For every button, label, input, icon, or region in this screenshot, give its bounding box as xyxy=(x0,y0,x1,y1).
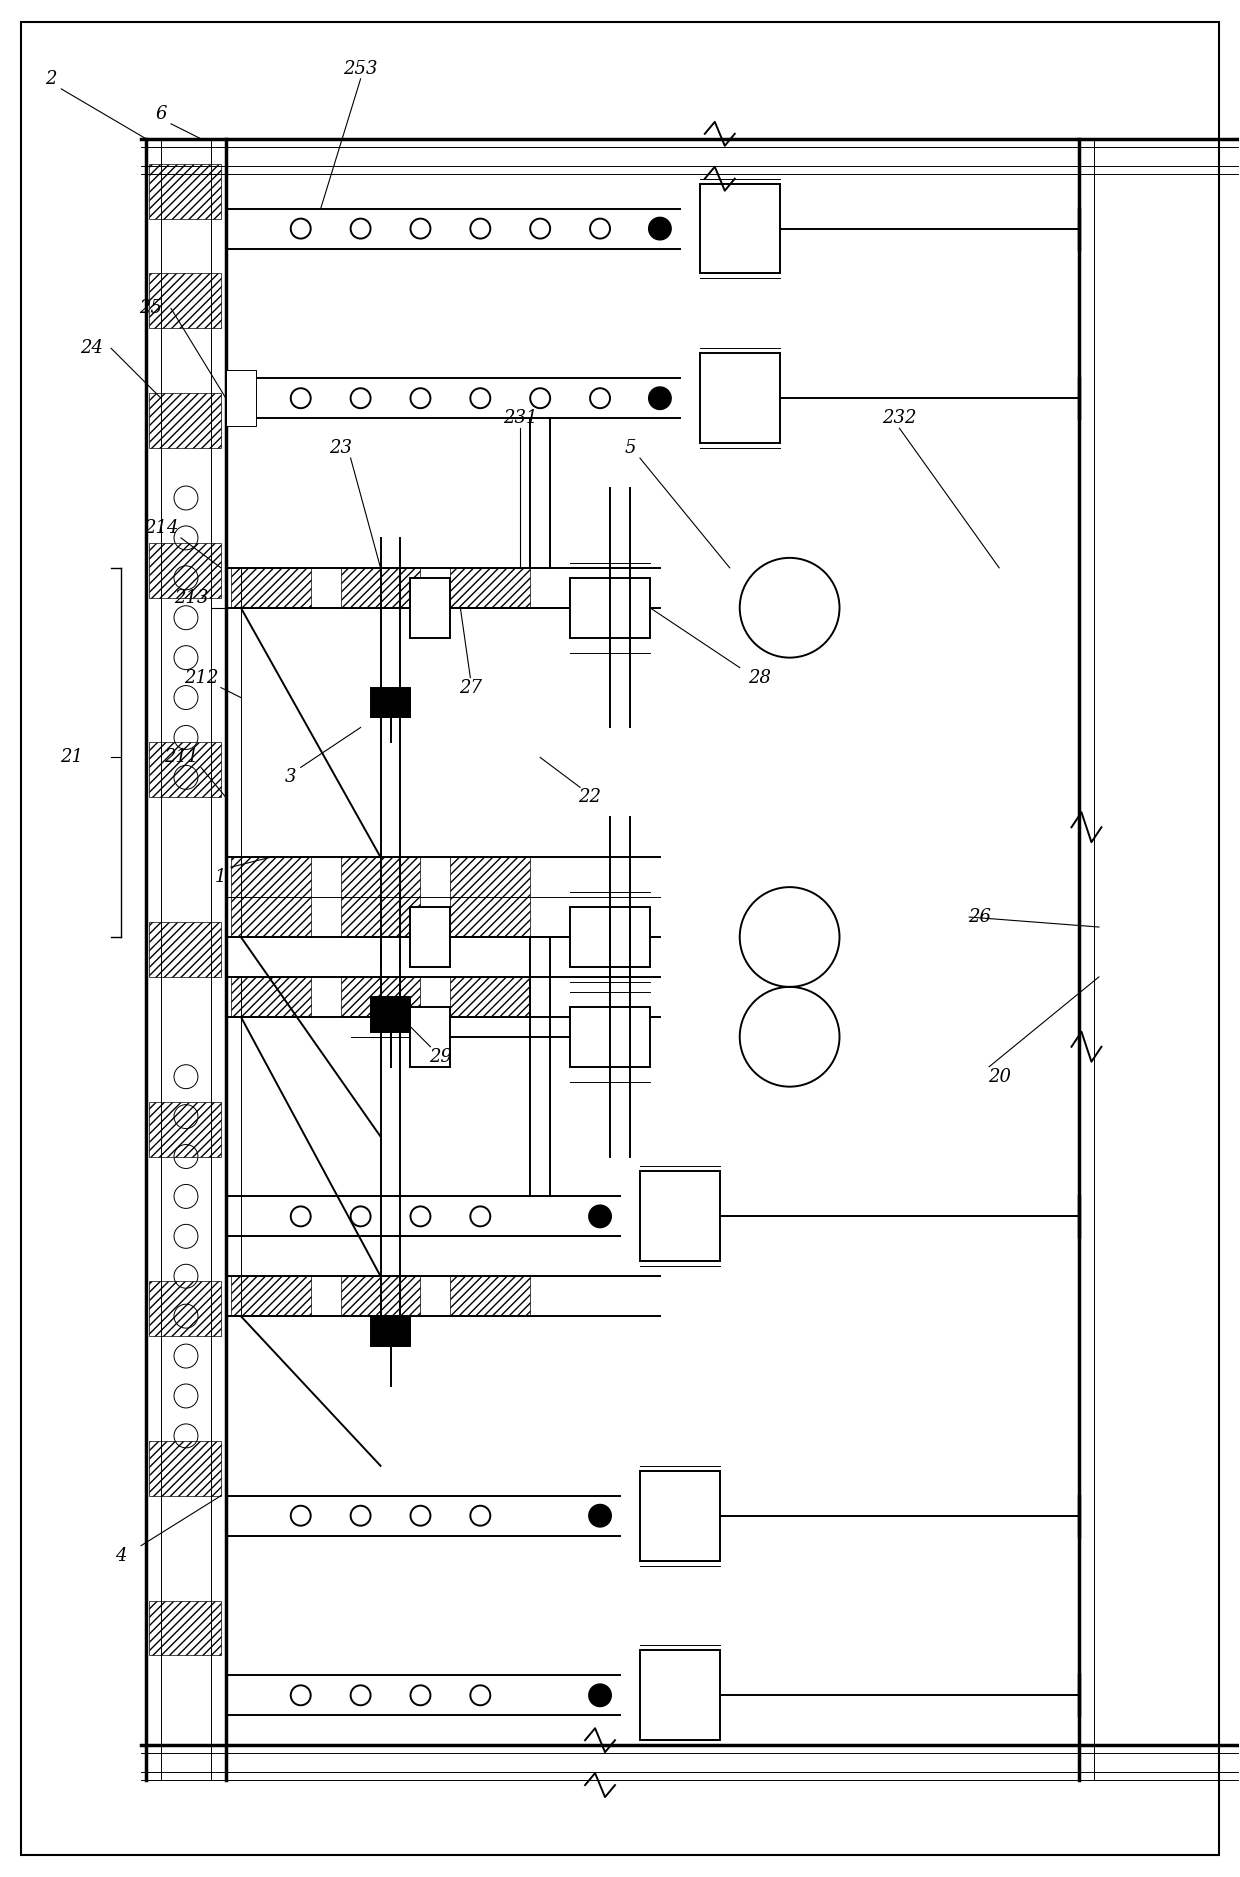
Text: 6: 6 xyxy=(155,105,167,122)
Bar xyxy=(149,1601,221,1656)
Bar xyxy=(149,274,221,328)
Bar xyxy=(371,1002,410,1032)
Text: 5: 5 xyxy=(624,439,636,458)
Text: 23: 23 xyxy=(329,439,352,458)
Text: 28: 28 xyxy=(748,668,771,687)
Text: 25: 25 xyxy=(140,300,162,317)
Bar xyxy=(371,997,410,1027)
Bar xyxy=(640,1171,719,1261)
Bar xyxy=(410,578,450,638)
Text: 27: 27 xyxy=(459,679,482,696)
Text: 211: 211 xyxy=(164,749,198,766)
Text: 20: 20 xyxy=(987,1068,1011,1085)
Bar xyxy=(231,1276,311,1316)
Bar xyxy=(226,370,255,426)
Bar xyxy=(570,1006,650,1066)
Bar xyxy=(450,1276,531,1316)
Bar xyxy=(699,353,780,443)
Text: 26: 26 xyxy=(967,908,991,925)
Bar xyxy=(341,858,420,937)
Text: 2: 2 xyxy=(46,69,57,88)
Bar xyxy=(341,569,420,608)
Bar xyxy=(410,907,450,967)
Bar xyxy=(149,743,221,798)
Bar xyxy=(699,184,780,274)
Bar xyxy=(570,907,650,967)
Bar xyxy=(450,569,531,608)
Text: 213: 213 xyxy=(174,589,208,606)
Bar xyxy=(149,542,221,597)
Bar xyxy=(371,1316,410,1346)
Text: 232: 232 xyxy=(882,409,916,428)
Circle shape xyxy=(589,1684,611,1706)
Text: 212: 212 xyxy=(184,668,218,687)
Text: 231: 231 xyxy=(503,409,537,428)
Text: 214: 214 xyxy=(144,518,179,537)
Text: 1: 1 xyxy=(216,869,227,886)
Bar xyxy=(450,976,531,1017)
Circle shape xyxy=(589,1205,611,1228)
Text: 21: 21 xyxy=(60,749,83,766)
Bar xyxy=(149,163,221,218)
Bar xyxy=(149,922,221,976)
Bar xyxy=(149,1282,221,1336)
Text: 3: 3 xyxy=(285,768,296,786)
Bar xyxy=(149,1442,221,1496)
Bar xyxy=(231,976,311,1017)
Text: 4: 4 xyxy=(115,1547,126,1565)
Bar xyxy=(640,1650,719,1740)
Bar xyxy=(410,1006,450,1066)
Bar xyxy=(341,1276,420,1316)
Bar xyxy=(570,578,650,638)
Bar xyxy=(231,569,311,608)
Bar xyxy=(371,687,410,717)
Text: 253: 253 xyxy=(343,60,378,79)
Bar xyxy=(450,858,531,937)
Bar xyxy=(640,1472,719,1560)
Circle shape xyxy=(589,1505,611,1526)
Bar xyxy=(149,1102,221,1156)
Circle shape xyxy=(649,218,671,240)
Text: 24: 24 xyxy=(79,340,103,357)
Bar xyxy=(231,858,311,937)
Text: 22: 22 xyxy=(579,788,601,807)
Text: 29: 29 xyxy=(429,1047,451,1066)
Bar xyxy=(341,976,420,1017)
Circle shape xyxy=(649,387,671,409)
Bar xyxy=(149,392,221,449)
